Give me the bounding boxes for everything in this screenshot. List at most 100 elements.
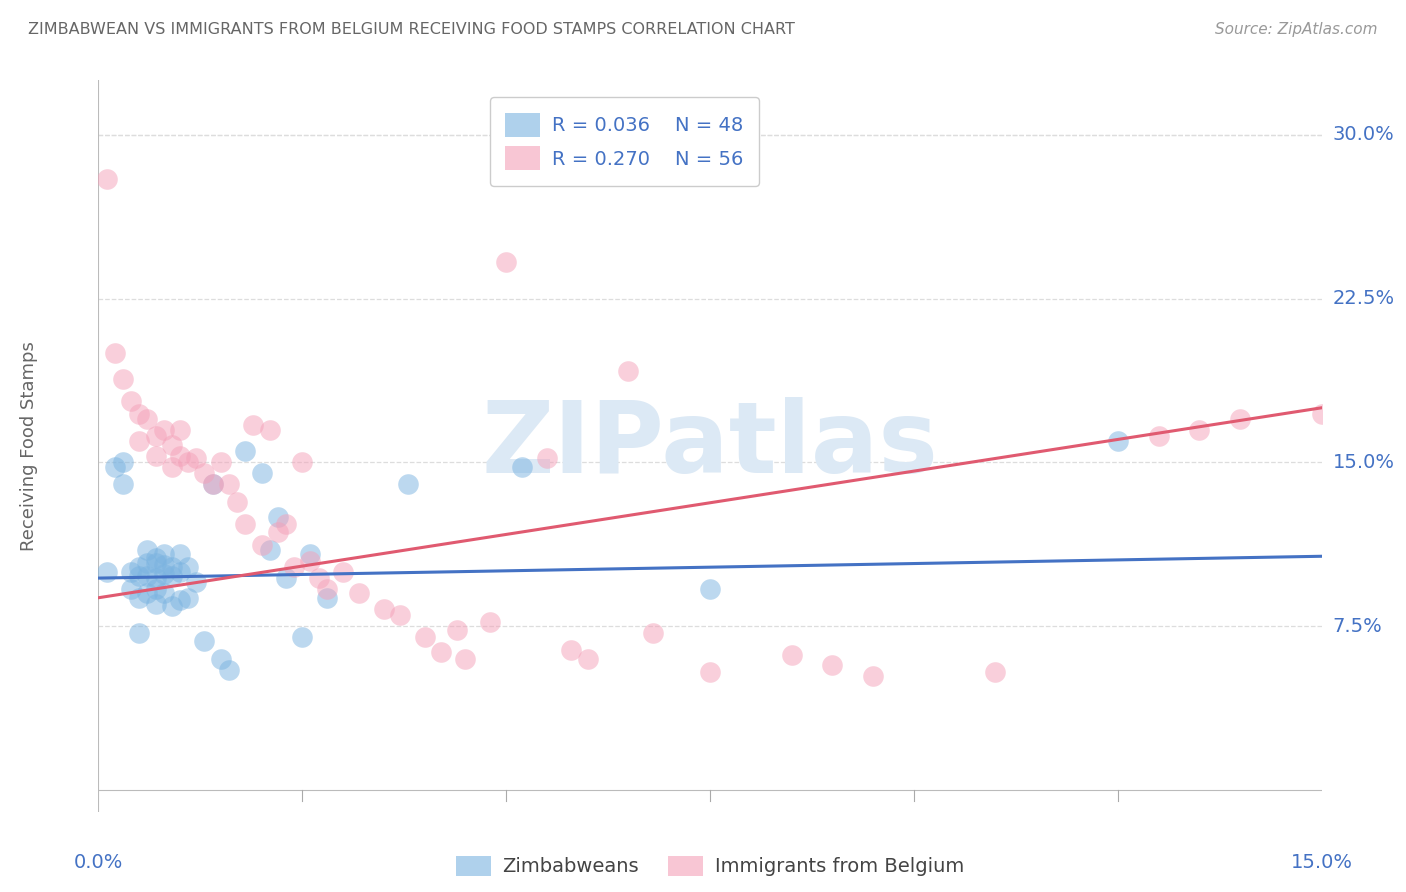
Point [446,624,468,638]
Point [177,560,200,574]
Point [136,411,159,425]
Point [299,547,322,561]
Point [576,652,599,666]
Point [193,634,215,648]
Text: ZIPatlas: ZIPatlas [482,398,938,494]
Point [128,408,150,422]
Point [291,455,314,469]
Point [186,575,208,590]
Point [160,560,183,574]
Point [308,571,330,585]
Point [177,591,200,605]
Text: 0.0%: 0.0% [73,854,124,872]
Point [152,547,174,561]
Point [145,571,167,585]
Legend: R = 0.036    N = 48, R = 0.270    N = 56: R = 0.036 N = 48, R = 0.270 N = 56 [489,97,759,186]
Point [160,569,183,583]
Point [145,449,167,463]
Point [145,597,167,611]
Text: 22.5%: 22.5% [1333,289,1395,308]
Point [169,565,191,579]
Point [699,665,721,679]
Point [128,625,150,640]
Point [267,510,290,524]
Point [242,418,264,433]
Point [259,423,281,437]
Text: 7.5%: 7.5% [1333,616,1382,636]
Point [226,494,249,508]
Point [136,542,159,557]
Point [104,346,127,360]
Point [120,565,142,579]
Point [104,459,127,474]
Point [160,599,183,614]
Point [1107,434,1129,448]
Point [209,455,232,469]
Point [274,571,297,585]
Point [984,665,1007,679]
Point [120,582,142,596]
Point [96,171,118,186]
Point [699,582,721,596]
Point [145,582,167,596]
Point [259,542,281,557]
Point [96,565,118,579]
Point [1310,408,1333,422]
Point [291,630,314,644]
Text: Source: ZipAtlas.com: Source: ZipAtlas.com [1215,22,1378,37]
Point [233,444,256,458]
Point [430,645,453,659]
Point [128,591,150,605]
Point [862,669,884,683]
Point [536,450,558,465]
Point [349,586,371,600]
Point [1188,423,1211,437]
Point [389,608,412,623]
Point [315,591,337,605]
Point [274,516,297,531]
Point [169,593,191,607]
Point [617,364,640,378]
Point [315,582,337,596]
Point [233,516,256,531]
Point [152,586,174,600]
Point [128,569,150,583]
Point [186,450,208,465]
Point [396,477,419,491]
Point [299,554,322,568]
Point [145,556,167,570]
Point [780,648,803,662]
Text: 30.0%: 30.0% [1333,126,1395,145]
Point [152,558,174,572]
Point [373,601,395,615]
Point [201,477,224,491]
Point [145,551,167,566]
Point [145,429,167,443]
Point [1147,429,1170,443]
Point [136,586,159,600]
Point [111,477,134,491]
Point [332,565,354,579]
Point [152,566,174,581]
Point [250,467,273,481]
Point [283,560,305,574]
Point [201,477,224,491]
Point [1229,411,1251,425]
Point [111,455,134,469]
Text: 15.0%: 15.0% [1291,854,1353,872]
Point [413,630,436,644]
Point [193,467,215,481]
Point [120,394,142,409]
Point [512,459,534,474]
Point [160,459,183,474]
Point [250,538,273,552]
Point [454,652,477,666]
Point [160,438,183,452]
Point [495,254,517,268]
Point [478,615,501,629]
Point [218,663,240,677]
Point [267,525,290,540]
Point [218,477,240,491]
Point [821,658,844,673]
Point [169,423,191,437]
